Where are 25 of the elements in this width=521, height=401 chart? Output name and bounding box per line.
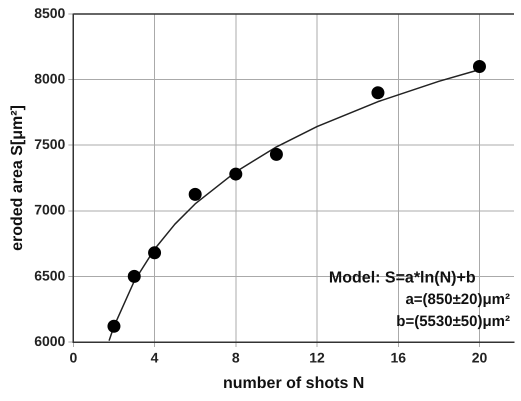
annotation: b=(5530±50)μm²	[396, 313, 510, 330]
x-tick-label: 12	[309, 349, 326, 366]
y-tick-label: 8500	[34, 4, 66, 21]
point	[107, 320, 120, 333]
x-axis-title: number of shots N	[223, 374, 364, 392]
point	[371, 86, 384, 100]
x-tick-label: 8	[232, 349, 240, 366]
point	[188, 188, 202, 201]
annotation: a=(850±20)μm²	[405, 291, 510, 308]
point	[148, 246, 162, 260]
y-axis-title: eroded area S[μm²]	[9, 105, 26, 251]
point	[472, 60, 486, 73]
x-tick-label: 4	[150, 349, 159, 366]
x-tick-label: 16	[390, 349, 406, 366]
x-tick-label: 20	[472, 349, 488, 366]
y-tick-label: 8000	[34, 70, 66, 86]
y-tick-label: 6500	[34, 267, 66, 284]
point	[128, 270, 141, 283]
y-tick-label: 7000	[34, 202, 66, 218]
annotation: Model: S=a*ln(N)+b	[328, 269, 476, 286]
y-tick-label: 6000	[34, 332, 66, 349]
y-tick-label: 7500	[34, 136, 66, 152]
point	[229, 168, 242, 181]
point	[270, 148, 283, 161]
x-tick-label: 0	[69, 349, 78, 366]
